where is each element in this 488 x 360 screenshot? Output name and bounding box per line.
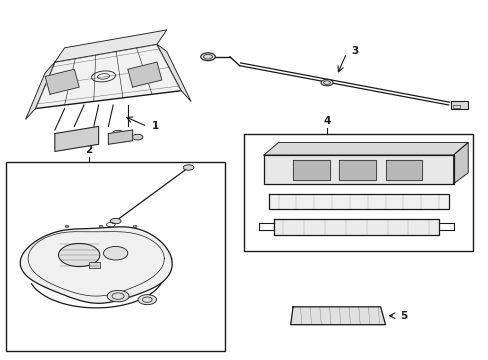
- Ellipse shape: [183, 165, 194, 170]
- Ellipse shape: [133, 225, 137, 228]
- Ellipse shape: [132, 134, 142, 140]
- Polygon shape: [339, 160, 375, 180]
- Ellipse shape: [99, 225, 103, 228]
- Ellipse shape: [201, 53, 215, 61]
- Polygon shape: [20, 227, 172, 303]
- Text: 1: 1: [152, 121, 159, 131]
- Ellipse shape: [110, 219, 121, 224]
- Text: 4: 4: [323, 116, 330, 126]
- Polygon shape: [157, 44, 191, 102]
- Bar: [89, 262, 100, 267]
- Polygon shape: [268, 194, 448, 208]
- Polygon shape: [127, 62, 162, 87]
- Bar: [6, 162, 224, 351]
- Polygon shape: [292, 160, 329, 180]
- Polygon shape: [385, 160, 421, 180]
- Ellipse shape: [112, 130, 124, 137]
- Polygon shape: [264, 143, 467, 155]
- Bar: [244, 134, 472, 251]
- Bar: [452, 105, 459, 108]
- Polygon shape: [45, 69, 79, 94]
- Ellipse shape: [320, 80, 332, 86]
- Polygon shape: [108, 130, 132, 144]
- Ellipse shape: [59, 243, 100, 267]
- Ellipse shape: [103, 247, 127, 260]
- Ellipse shape: [107, 291, 129, 302]
- Polygon shape: [453, 143, 467, 184]
- Text: 2: 2: [85, 145, 92, 155]
- Polygon shape: [55, 126, 99, 152]
- Text: 3: 3: [351, 46, 358, 57]
- Ellipse shape: [65, 225, 69, 228]
- Polygon shape: [35, 44, 181, 109]
- Polygon shape: [264, 155, 453, 184]
- Bar: [450, 102, 467, 109]
- Polygon shape: [26, 62, 55, 119]
- Ellipse shape: [138, 295, 156, 305]
- Polygon shape: [55, 30, 166, 62]
- Polygon shape: [290, 307, 385, 325]
- Polygon shape: [273, 219, 438, 235]
- Text: 5: 5: [399, 311, 407, 321]
